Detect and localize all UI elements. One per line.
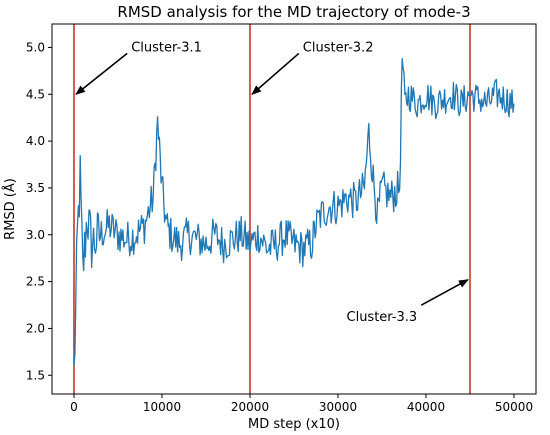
y-tick-label: 3.5 <box>26 181 45 195</box>
y-tick-label: 2.5 <box>26 275 45 289</box>
annotation-label-2: Cluster-3.2 <box>303 40 374 55</box>
x-tick-label: 50000 <box>495 400 533 414</box>
cluster-lines <box>73 24 471 394</box>
y-tick-label: 3.0 <box>26 228 45 242</box>
y-tick-label: 5.0 <box>26 40 45 54</box>
x-axis-label: MD step (x10) <box>248 417 340 432</box>
rmsd-series-line <box>73 58 515 367</box>
x-tick-label: 10000 <box>143 400 181 414</box>
x-tick-label: 20000 <box>231 400 269 414</box>
annotation-arrow-3 <box>420 279 469 306</box>
annotation-arrow-2 <box>251 52 300 95</box>
x-tick-label: 0 <box>70 400 78 414</box>
y-tick-label: 1.5 <box>26 368 45 382</box>
y-tick-label: 4.5 <box>26 87 45 101</box>
y-tick-label: 4.0 <box>26 134 45 148</box>
annotation-label-1: Cluster-3.1 <box>131 40 202 55</box>
y-axis-ticks: 1.5 2.0 2.5 3.0 3.5 4.0 4.5 5.0 <box>26 40 52 382</box>
annotation-label-3: Cluster-3.3 <box>347 310 418 325</box>
plot-area <box>51 23 537 395</box>
x-axis-ticks: 0 10000 20000 30000 40000 50000 <box>70 394 533 414</box>
x-tick-label: 30000 <box>319 400 357 414</box>
x-tick-label: 40000 <box>407 400 445 414</box>
plot-frame <box>51 23 537 395</box>
y-axis-label: RMSD (Å) <box>2 178 18 240</box>
annotation-arrow-1 <box>75 52 128 95</box>
y-tick-label: 2.0 <box>26 321 45 335</box>
annotations: Cluster-3.1 Cluster-3.2 Cluster-3.3 <box>75 40 469 325</box>
series-layer <box>73 58 515 367</box>
chart-title: RMSD analysis for the MD trajectory of m… <box>117 3 470 21</box>
